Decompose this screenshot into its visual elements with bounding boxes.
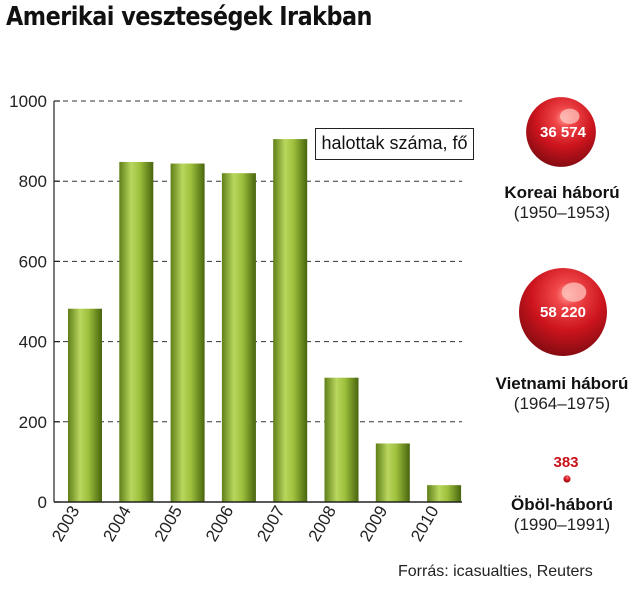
- x-tick-label: 2008: [305, 503, 340, 545]
- bar-2007: [273, 139, 308, 502]
- x-tick-label: 2005: [151, 503, 186, 545]
- bar-2006: [221, 173, 256, 502]
- y-tick-label: 400: [19, 333, 47, 352]
- bar-2010: [427, 485, 462, 502]
- y-tick-label: 600: [19, 252, 47, 271]
- gulf-value: 383: [553, 454, 579, 471]
- korea-value: 36 574: [540, 124, 586, 141]
- korea-years: (1950–1953): [513, 203, 611, 222]
- vietnam-years: (1964–1975): [513, 394, 611, 413]
- chart-title: Amerikai veszteségek Irakban: [6, 2, 372, 32]
- x-tick-label: 2003: [48, 503, 83, 545]
- bubble-2: [563, 475, 571, 483]
- legend-box: halottak száma, fő: [315, 128, 474, 160]
- y-tick-label: 200: [19, 413, 47, 432]
- x-tick-label: 2004: [99, 503, 134, 545]
- gulf-name: Öböl-háború: [511, 495, 613, 514]
- vietnam-label: Vietnami háború (1964–1975): [462, 374, 640, 414]
- bar-2009: [375, 443, 410, 502]
- bar-2008: [324, 377, 359, 502]
- gulf-years: (1990–1991): [513, 515, 611, 534]
- korea-label: Koreai háború (1950–1953): [472, 183, 640, 223]
- vietnam-name: Vietnami háború: [495, 374, 629, 393]
- bar-2004: [119, 161, 154, 502]
- x-tick-label: 2006: [202, 503, 237, 545]
- vietnam-value: 58 220: [540, 304, 586, 321]
- bar-2005: [170, 163, 205, 502]
- y-tick-label: 0: [38, 493, 47, 512]
- bubble-highlight: [559, 108, 580, 124]
- source-note: Forrás: icasualties, Reuters: [398, 563, 593, 580]
- y-tick-label: 800: [19, 172, 47, 191]
- bar-2003: [68, 308, 102, 502]
- x-tick-label: 2009: [356, 503, 391, 545]
- korea-name: Koreai háború: [504, 183, 620, 202]
- x-tick-label: 2010: [407, 503, 442, 545]
- y-tick-label: 1000: [9, 92, 47, 111]
- gulf-label: Öböl-háború (1990–1991): [472, 495, 640, 535]
- bubble-highlight: [561, 282, 587, 302]
- x-tick-label: 2007: [253, 503, 288, 545]
